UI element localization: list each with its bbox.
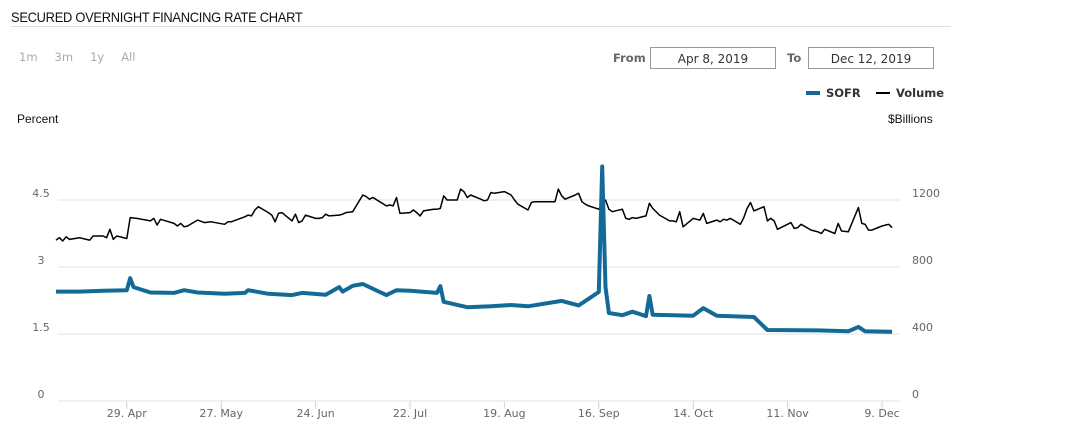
volume-swatch-icon — [876, 92, 890, 94]
legend-label-sofr: SOFR — [826, 86, 861, 100]
x-tick-label: 22. Jul — [393, 407, 427, 420]
title-divider — [11, 26, 951, 27]
y-tick-label: 4.5 — [32, 187, 50, 200]
volume-series-line — [55, 188, 893, 242]
legend-item-volume[interactable]: Volume — [876, 86, 944, 100]
y2-tick-label: 400 — [912, 321, 933, 334]
x-tick-label: 9. Dec — [864, 407, 899, 420]
y-tick-label: 0 — [38, 388, 45, 401]
legend-item-sofr[interactable]: SOFR — [806, 86, 861, 100]
range-1y-button[interactable]: 1y — [90, 50, 105, 64]
page-title: SECURED OVERNIGHT FINANCING RATE CHART — [11, 9, 303, 25]
x-tick-label: 24. Jun — [297, 407, 335, 420]
right-axis-title: $Billions — [888, 112, 933, 126]
from-label: From — [613, 51, 646, 65]
y2-tick-label: 1200 — [912, 187, 940, 200]
sofr-series-line — [56, 164, 893, 334]
range-all-button[interactable]: All — [121, 50, 136, 64]
to-date-input[interactable]: Dec 12, 2019 — [808, 47, 934, 69]
x-tick-label: 19. Aug — [483, 407, 525, 420]
y-tick-label: 1.5 — [32, 321, 50, 334]
x-tick-label: 14. Oct — [673, 407, 714, 420]
range-3m-button[interactable]: 3m — [54, 50, 74, 64]
legend-label-volume: Volume — [896, 86, 945, 100]
sofr-swatch-icon — [806, 91, 820, 95]
x-tick-label: 16. Sep — [578, 407, 620, 420]
x-tick-label: 27. May — [199, 407, 243, 420]
y2-tick-label: 800 — [912, 254, 933, 267]
to-label: To — [787, 51, 802, 65]
y-tick-label: 3 — [38, 254, 45, 267]
range-selector: 1m 3m 1y All — [19, 50, 152, 64]
from-date-input[interactable]: Apr 8, 2019 — [650, 47, 776, 69]
x-tick-label: 29. Apr — [107, 407, 147, 420]
x-tick-label: 11. Nov — [766, 407, 809, 420]
left-axis-title: Percent — [17, 112, 59, 126]
y2-tick-label: 0 — [912, 388, 919, 401]
range-1m-button[interactable]: 1m — [19, 50, 38, 64]
